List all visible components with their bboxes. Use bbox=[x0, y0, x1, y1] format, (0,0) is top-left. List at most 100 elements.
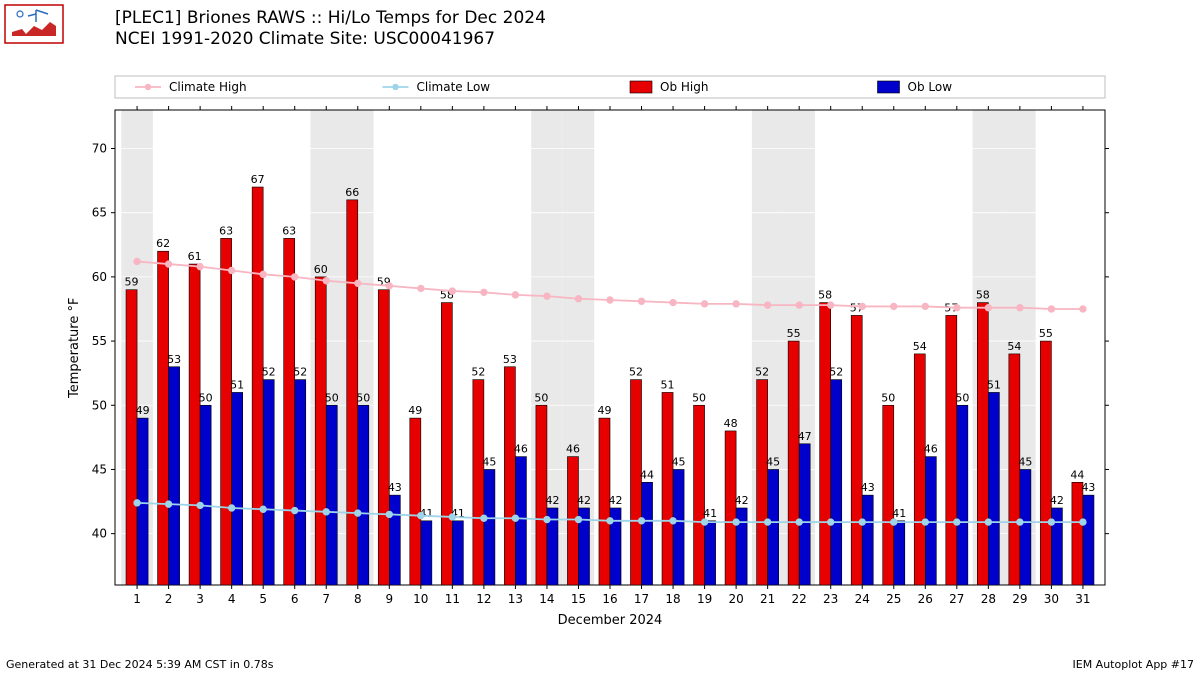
svg-text:21: 21 bbox=[760, 592, 775, 606]
svg-text:58: 58 bbox=[818, 289, 832, 302]
svg-text:54: 54 bbox=[913, 340, 927, 353]
svg-text:46: 46 bbox=[924, 443, 938, 456]
svg-text:26: 26 bbox=[918, 592, 933, 606]
svg-text:45: 45 bbox=[92, 462, 107, 476]
svg-text:51: 51 bbox=[230, 378, 244, 391]
svg-text:70: 70 bbox=[92, 142, 107, 156]
svg-text:42: 42 bbox=[577, 494, 591, 507]
svg-text:45: 45 bbox=[672, 455, 686, 468]
svg-text:49: 49 bbox=[136, 404, 150, 417]
svg-text:Climate High: Climate High bbox=[169, 80, 247, 94]
svg-text:41: 41 bbox=[892, 507, 906, 520]
svg-text:67: 67 bbox=[251, 173, 265, 186]
svg-text:50: 50 bbox=[881, 391, 895, 404]
svg-text:62: 62 bbox=[156, 237, 170, 250]
svg-text:52: 52 bbox=[755, 366, 769, 379]
svg-text:10: 10 bbox=[413, 592, 428, 606]
svg-text:44: 44 bbox=[1070, 468, 1084, 481]
svg-text:44: 44 bbox=[640, 468, 654, 481]
svg-text:8: 8 bbox=[354, 592, 362, 606]
svg-text:22: 22 bbox=[792, 592, 807, 606]
svg-text:42: 42 bbox=[545, 494, 559, 507]
svg-text:3: 3 bbox=[196, 592, 204, 606]
svg-text:63: 63 bbox=[282, 224, 296, 237]
svg-text:59: 59 bbox=[125, 276, 139, 289]
svg-text:43: 43 bbox=[1081, 481, 1095, 494]
svg-text:17: 17 bbox=[634, 592, 649, 606]
svg-text:55: 55 bbox=[1039, 327, 1053, 340]
svg-text:50: 50 bbox=[325, 391, 339, 404]
svg-text:50: 50 bbox=[692, 391, 706, 404]
svg-text:41: 41 bbox=[703, 507, 717, 520]
svg-text:2: 2 bbox=[165, 592, 173, 606]
svg-text:45: 45 bbox=[766, 455, 780, 468]
svg-text:52: 52 bbox=[293, 366, 307, 379]
svg-text:Ob High: Ob High bbox=[660, 80, 708, 94]
svg-text:30: 30 bbox=[1044, 592, 1059, 606]
svg-text:50: 50 bbox=[356, 391, 370, 404]
svg-text:47: 47 bbox=[798, 430, 812, 443]
svg-text:66: 66 bbox=[345, 186, 359, 199]
svg-text:29: 29 bbox=[1012, 592, 1027, 606]
svg-text:5: 5 bbox=[259, 592, 267, 606]
svg-text:58: 58 bbox=[976, 289, 990, 302]
svg-text:54: 54 bbox=[1007, 340, 1021, 353]
svg-text:61: 61 bbox=[188, 250, 202, 263]
svg-text:1: 1 bbox=[133, 592, 141, 606]
svg-text:31: 31 bbox=[1075, 592, 1090, 606]
svg-text:6: 6 bbox=[291, 592, 299, 606]
svg-text:12: 12 bbox=[476, 592, 491, 606]
footer-generated: Generated at 31 Dec 2024 5:39 AM CST in … bbox=[6, 658, 274, 671]
svg-text:42: 42 bbox=[609, 494, 623, 507]
svg-text:Climate Low: Climate Low bbox=[417, 80, 491, 94]
svg-text:65: 65 bbox=[92, 206, 107, 220]
svg-text:50: 50 bbox=[199, 391, 213, 404]
svg-text:55: 55 bbox=[787, 327, 801, 340]
svg-text:42: 42 bbox=[735, 494, 749, 507]
svg-text:55: 55 bbox=[92, 334, 107, 348]
svg-text:51: 51 bbox=[987, 378, 1001, 391]
svg-text:27: 27 bbox=[949, 592, 964, 606]
svg-text:53: 53 bbox=[503, 353, 517, 366]
svg-text:24: 24 bbox=[855, 592, 870, 606]
svg-text:52: 52 bbox=[471, 366, 485, 379]
svg-text:23: 23 bbox=[823, 592, 838, 606]
svg-text:49: 49 bbox=[408, 404, 422, 417]
svg-text:40: 40 bbox=[92, 527, 107, 541]
svg-text:50: 50 bbox=[92, 398, 107, 412]
svg-text:53: 53 bbox=[167, 353, 181, 366]
svg-text:45: 45 bbox=[1018, 455, 1032, 468]
svg-text:18: 18 bbox=[665, 592, 680, 606]
svg-text:16: 16 bbox=[602, 592, 617, 606]
svg-text:7: 7 bbox=[322, 592, 330, 606]
svg-text:52: 52 bbox=[629, 366, 643, 379]
svg-text:43: 43 bbox=[861, 481, 875, 494]
svg-text:42: 42 bbox=[1050, 494, 1064, 507]
svg-text:9: 9 bbox=[385, 592, 393, 606]
svg-text:19: 19 bbox=[697, 592, 712, 606]
svg-text:Ob Low: Ob Low bbox=[908, 80, 953, 94]
svg-text:46: 46 bbox=[566, 443, 580, 456]
svg-text:46: 46 bbox=[514, 443, 528, 456]
svg-text:20: 20 bbox=[728, 592, 743, 606]
svg-text:11: 11 bbox=[445, 592, 460, 606]
temperature-chart: 4045505560657012345678910111213141516171… bbox=[0, 0, 1200, 675]
svg-text:51: 51 bbox=[661, 378, 675, 391]
svg-text:50: 50 bbox=[955, 391, 969, 404]
svg-text:45: 45 bbox=[482, 455, 496, 468]
svg-text:25: 25 bbox=[886, 592, 901, 606]
svg-text:15: 15 bbox=[571, 592, 586, 606]
svg-text:52: 52 bbox=[262, 366, 276, 379]
svg-text:63: 63 bbox=[219, 224, 233, 237]
footer-app: IEM Autoplot App #17 bbox=[1073, 658, 1195, 671]
svg-text:28: 28 bbox=[981, 592, 996, 606]
svg-text:52: 52 bbox=[829, 366, 843, 379]
x-axis-label: December 2024 bbox=[115, 613, 1105, 628]
svg-text:50: 50 bbox=[534, 391, 548, 404]
y-axis-label: Temperature °F bbox=[67, 297, 82, 397]
svg-text:60: 60 bbox=[92, 270, 107, 284]
svg-text:13: 13 bbox=[508, 592, 523, 606]
svg-text:43: 43 bbox=[388, 481, 402, 494]
svg-text:60: 60 bbox=[314, 263, 328, 276]
svg-text:49: 49 bbox=[597, 404, 611, 417]
